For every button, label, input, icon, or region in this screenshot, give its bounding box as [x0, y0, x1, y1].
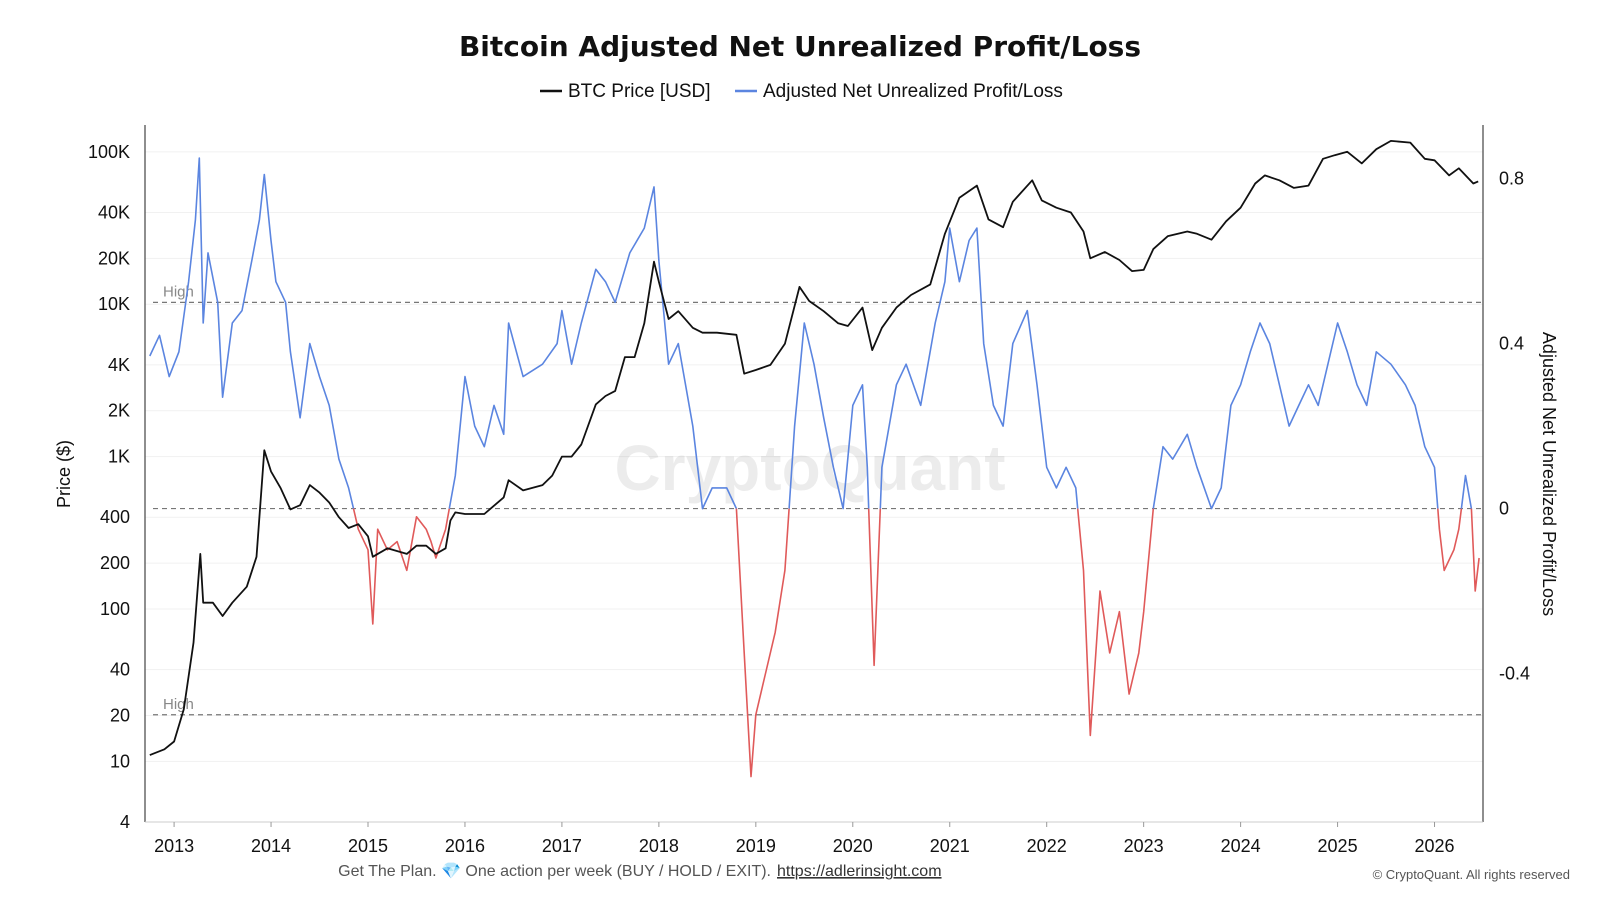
- footer-text: Get The Plan. 💎 One action per week (BUY…: [338, 862, 771, 880]
- nupl-line-positive: [1152, 322, 1439, 510]
- x-tick-label: 2024: [1221, 836, 1261, 856]
- x-tick-label: 2016: [445, 836, 485, 856]
- nupl-line-negative: [1470, 508, 1480, 592]
- right-tick-label: 0.8: [1499, 169, 1524, 189]
- nupl-line-negative: [1437, 508, 1463, 572]
- x-tick-label: 2023: [1124, 836, 1164, 856]
- x-tick-label: 2018: [639, 836, 679, 856]
- left-tick-label: 100K: [88, 142, 130, 162]
- left-tick-label: 20: [110, 705, 130, 725]
- left-tick-label: 40K: [98, 202, 130, 222]
- right-tick-label: 0: [1499, 499, 1509, 519]
- left-tick-label: 40: [110, 660, 130, 680]
- x-tick-label: 2021: [930, 836, 970, 856]
- x-tick-label: 2013: [154, 836, 194, 856]
- nupl-line-negative: [735, 508, 790, 778]
- right-axis-title: Adjusted Net Unrealized Profit/Loss: [1539, 332, 1559, 616]
- x-tick-label: 2020: [833, 836, 873, 856]
- legend-label-btc-price: BTC Price [USD]: [568, 81, 711, 102]
- x-tick-label: 2019: [736, 836, 776, 856]
- nupl-line-negative: [867, 508, 882, 667]
- x-tick-label: 2017: [542, 836, 582, 856]
- footer-link[interactable]: https://adlerinsight.com: [777, 863, 942, 880]
- x-tick-label: 2025: [1318, 836, 1358, 856]
- watermark: CryptoQuant: [614, 432, 1005, 504]
- left-tick-label: 4: [120, 812, 130, 832]
- right-tick-label: -0.4: [1499, 664, 1530, 684]
- nupl-line-positive: [149, 157, 355, 509]
- chart-title: Bitcoin Adjusted Net Unrealized Profit/L…: [459, 30, 1141, 63]
- left-tick-label: 1K: [108, 447, 130, 467]
- left-tick-label: 400: [100, 507, 130, 527]
- nupl-line-positive: [879, 227, 1079, 509]
- x-tick-label: 2015: [348, 836, 388, 856]
- legend-label-nupl: Adjusted Net Unrealized Profit/Loss: [763, 81, 1063, 102]
- right-tick-label: 0.4: [1499, 334, 1524, 354]
- copyright: © CryptoQuant. All rights reserved: [1373, 867, 1570, 882]
- left-tick-label: 10K: [98, 294, 130, 314]
- nupl-line-positive: [1460, 474, 1473, 509]
- reference-line-label: High: [163, 696, 194, 713]
- left-tick-label: 4K: [108, 355, 130, 375]
- left-tick-label: 10: [110, 751, 130, 771]
- nupl-line-positive: [448, 186, 738, 510]
- left-tick-label: 100: [100, 599, 130, 619]
- reference-lines: High High: [153, 283, 1483, 716]
- reference-line-label: High: [163, 283, 194, 300]
- right-axis-ticks: 0.8 0.4 0 -0.4: [1499, 169, 1530, 684]
- legend[interactable]: BTC Price [USD] Adjusted Net Unrealized …: [540, 81, 1063, 102]
- nupl-line-negative: [352, 508, 451, 625]
- series-layer: [149, 140, 1480, 778]
- x-tick-label: 2026: [1414, 836, 1454, 856]
- left-axis-ticks: 4 10 20 40 100 200 400 1K 2K 4K 10K 20K 40K 100K: [88, 142, 130, 832]
- left-tick-label: 200: [100, 553, 130, 573]
- left-axis-title: Price ($): [54, 440, 74, 508]
- x-tick-label: 2022: [1027, 836, 1067, 856]
- nupl-line-positive: [788, 322, 870, 510]
- btc-price-line: [149, 140, 1479, 756]
- left-tick-label: 2K: [108, 401, 130, 421]
- x-tick-label: 2014: [251, 836, 291, 856]
- left-tick-label: 20K: [98, 248, 130, 268]
- x-axis-ticks: 2013 2014 2015 2016 2017 2018 2019 2020 2021 2022…: [154, 822, 1455, 856]
- nupl-line-negative: [1076, 508, 1155, 737]
